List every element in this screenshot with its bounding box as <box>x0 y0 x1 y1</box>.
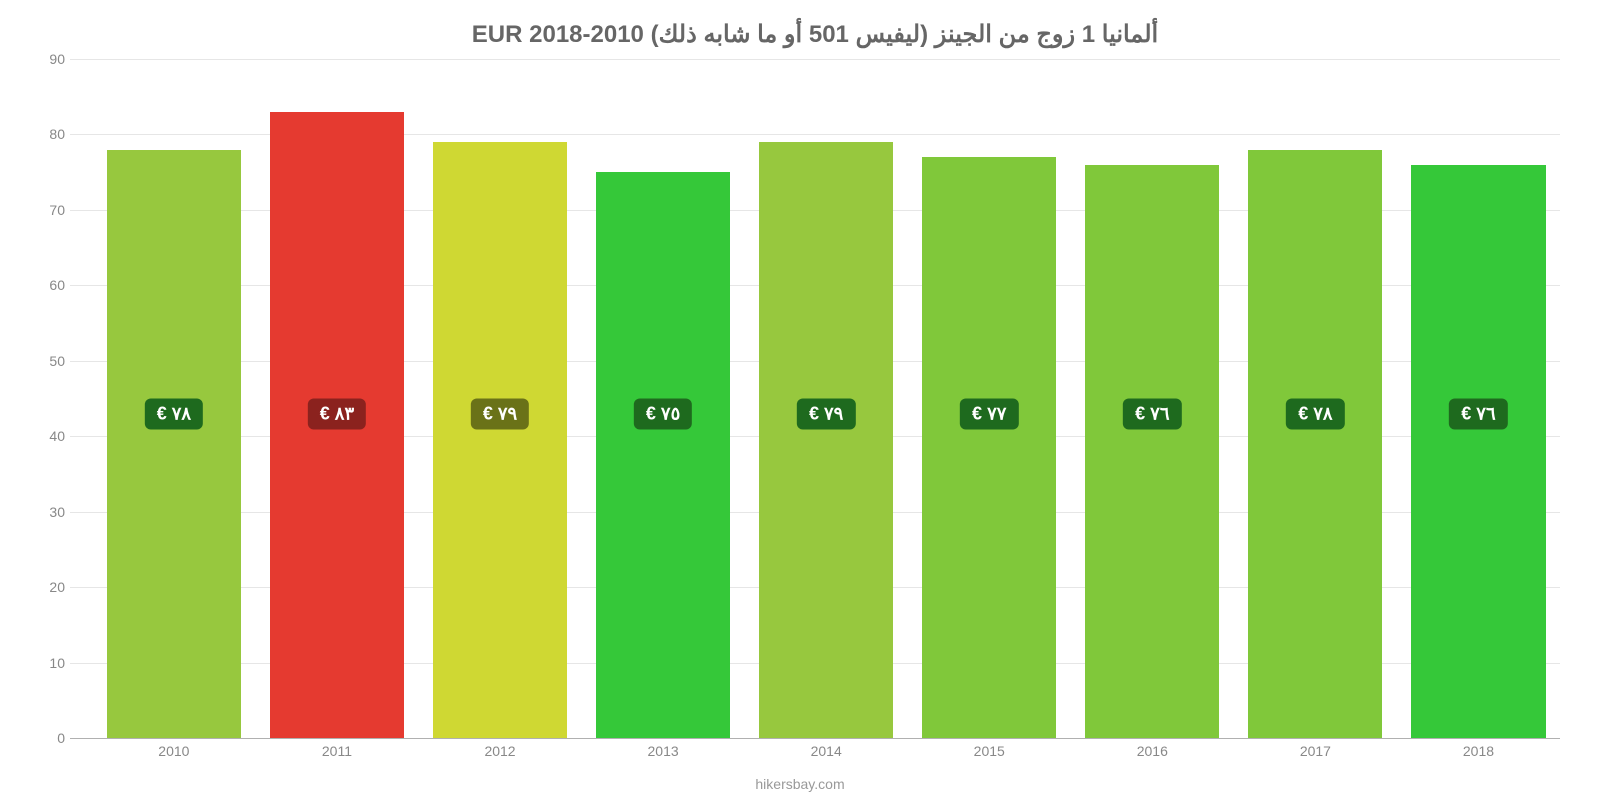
bars-container: ٧٨ € ٨٣ € ٧٩ € ٧٥ € ٧٩ € ٧٧ € ٧٦ € ٧٨ € ٧٦ € <box>70 59 1560 738</box>
x-tick: 2012 <box>484 743 515 759</box>
x-tick: 2018 <box>1463 743 1494 759</box>
credit-text: hikersbay.com <box>755 776 844 792</box>
plot-area: 0102030405060708090 ٧٨ €٨٣ €٧٩ €٧٥ €٧٩ €… <box>70 59 1560 739</box>
y-axis: 0102030405060708090 <box>20 59 65 738</box>
y-tick: 90 <box>20 51 65 67</box>
x-tick: 2015 <box>974 743 1005 759</box>
chart-title: ألمانيا 1 زوج من الجينز (ليفيس 501 أو ما… <box>70 20 1560 49</box>
x-axis: 2010 2011 2012 2013 2014 2015 2016 2017 2018 <box>70 743 1560 768</box>
bar: ٧٩ € <box>759 142 893 738</box>
x-tick: 2014 <box>811 743 842 759</box>
y-tick: 60 <box>20 277 65 293</box>
bar-value-label: ٨٣ € <box>308 398 366 429</box>
y-tick: 50 <box>20 353 65 369</box>
y-tick: 80 <box>20 126 65 142</box>
bar-value-label: ٧٦ € <box>1123 398 1181 429</box>
bar: ٧٧ € <box>922 157 1056 738</box>
bar: ٧٩ € <box>433 142 567 738</box>
x-tick: 2013 <box>648 743 679 759</box>
y-tick: 10 <box>20 655 65 671</box>
bar: ٧٥ € <box>596 172 730 738</box>
bar: ٧٨ € <box>107 150 241 738</box>
x-tick: 2011 <box>322 743 352 759</box>
bar-value-label: ٧٩ € <box>471 398 529 429</box>
y-tick: 40 <box>20 428 65 444</box>
x-tick: 2010 <box>158 743 189 759</box>
bar-value-label: ٧٩ € <box>797 398 855 429</box>
y-tick: 70 <box>20 202 65 218</box>
bar-value-label: ٧٨ € <box>145 398 203 429</box>
bar: ٨٣ € <box>270 112 404 738</box>
bar: ٧٦ € <box>1411 165 1545 738</box>
y-tick: 0 <box>20 730 65 746</box>
bar-value-label: ٧٨ € <box>1286 398 1344 429</box>
bar-value-label: ٧٧ € <box>960 398 1018 429</box>
bar: ٧٦ € <box>1085 165 1219 738</box>
x-tick: 2017 <box>1300 743 1331 759</box>
bar: ٧٨ € <box>1248 150 1382 738</box>
bar-value-label: ٧٦ € <box>1449 398 1507 429</box>
bar-value-label: ٧٥ € <box>634 398 692 429</box>
x-tick: 2016 <box>1137 743 1168 759</box>
y-tick: 20 <box>20 579 65 595</box>
chart-container: ألمانيا 1 زوج من الجينز (ليفيس 501 أو ما… <box>0 0 1600 800</box>
y-tick: 30 <box>20 504 65 520</box>
